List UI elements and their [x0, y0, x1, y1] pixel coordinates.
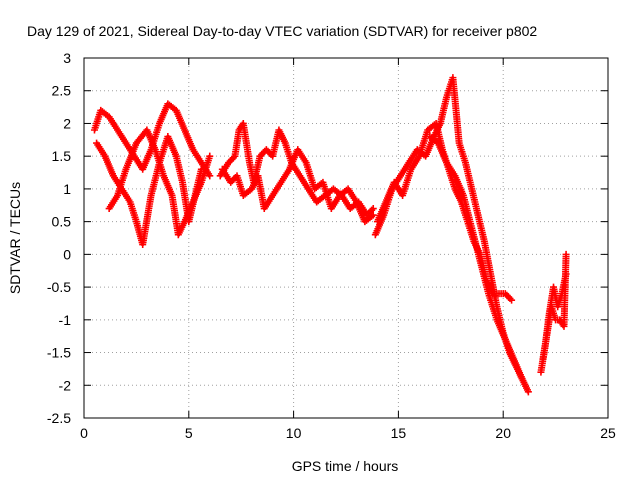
- y-tick-label: 1.5: [52, 148, 72, 164]
- y-tick-label: 0: [63, 246, 71, 262]
- chart-title: Day 129 of 2021, Sidereal Day-to-day VTE…: [27, 23, 537, 39]
- data-point: [369, 211, 377, 219]
- x-tick-label: 0: [80, 425, 88, 441]
- y-tick-label: 0.5: [52, 214, 72, 230]
- x-tick-label: 10: [286, 425, 302, 441]
- data-point: [508, 296, 516, 304]
- data-point: [524, 388, 532, 396]
- x-tick-label: 5: [185, 425, 193, 441]
- y-tick-label: 1: [63, 181, 71, 197]
- series-track-4: [216, 119, 377, 219]
- x-tick-label: 20: [495, 425, 511, 441]
- series-track-3: [105, 126, 214, 239]
- y-tick-label: -1: [59, 312, 72, 328]
- y-tick-label: -2: [59, 377, 72, 393]
- data-point: [518, 375, 526, 383]
- y-tick-label: 3: [63, 50, 71, 66]
- data-points: [90, 74, 570, 396]
- data-point: [206, 172, 214, 180]
- data-point: [369, 205, 377, 213]
- y-tick-label: 2: [63, 115, 71, 131]
- y-tick-label: -0.5: [47, 279, 71, 295]
- series-track-10: [539, 250, 570, 363]
- plot-area-border: [83, 57, 609, 419]
- data-point: [562, 250, 570, 258]
- x-tick-label: 25: [600, 425, 616, 441]
- y-tick-label: -2.5: [47, 410, 71, 426]
- y-tick-label: 2.5: [52, 83, 72, 99]
- series-track-5: [218, 146, 377, 226]
- series-track-8: [426, 133, 526, 383]
- data-point: [206, 152, 214, 160]
- y-tick-label: -1.5: [47, 345, 71, 361]
- grid-lines: [84, 58, 608, 418]
- x-axis-label: GPS time / hours: [292, 458, 399, 474]
- y-axis-label: SDTVAR / TECUs: [7, 182, 23, 294]
- tick-labels: 0 5 10 15 20 25 -2.5 -2 -1.5 -1 -0.5 0 0.5 1 1.5 2 2.5 3: [47, 50, 616, 441]
- axis-ticks: [83, 57, 609, 419]
- x-tick-label: 15: [391, 425, 407, 441]
